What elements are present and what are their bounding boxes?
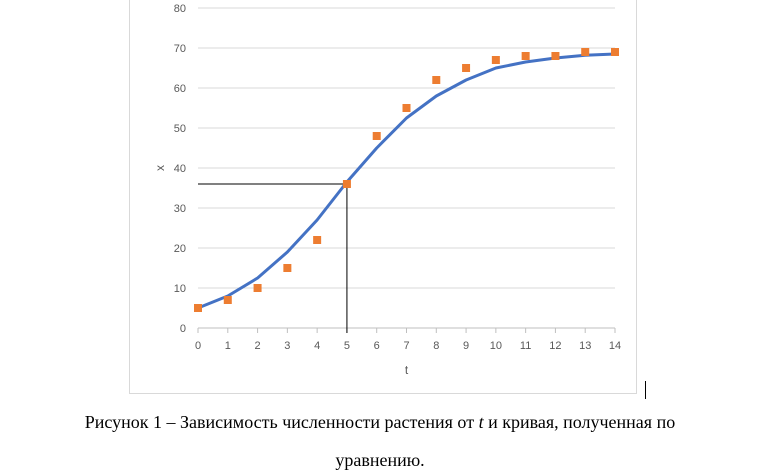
- data-point: [313, 236, 322, 244]
- data-points: [194, 48, 619, 312]
- data-point: [342, 180, 351, 188]
- figure-caption: Рисунок 1 – Зависимость численности раст…: [0, 412, 760, 433]
- y-tick-label: 70: [174, 43, 186, 55]
- x-tick-label: 11: [520, 340, 531, 352]
- gridlines: [197, 7, 616, 333]
- data-point: [194, 304, 202, 312]
- data-point: [551, 52, 560, 60]
- text-cursor: [645, 381, 646, 399]
- x-tick-label: 7: [403, 340, 409, 352]
- data-point: [253, 284, 262, 292]
- chart-area: 0 10 20 30 40 50 60 70 80 0 1 2 3 4 5 6 7 8 9 10 11 12 13 14 t …: [129, 0, 637, 394]
- data-point: [283, 264, 292, 272]
- y-tick-label: 40: [174, 163, 186, 175]
- x-tick-label: 6: [374, 340, 380, 352]
- x-tick-label: 2: [255, 340, 261, 352]
- x-tick-label: 3: [284, 340, 290, 352]
- x-tick-label: 13: [579, 340, 591, 352]
- x-tick-label: 8: [433, 340, 439, 352]
- x-tick-label: 10: [490, 340, 502, 352]
- caption-text-after: и кривая, полученная по: [483, 412, 676, 432]
- data-point: [491, 56, 500, 64]
- y-tick-label: 0: [180, 323, 186, 335]
- y-axis-label: x: [153, 165, 167, 171]
- x-tick-label: 9: [463, 340, 469, 352]
- data-point: [432, 76, 441, 84]
- y-tick-label: 50: [174, 123, 186, 135]
- data-point: [223, 296, 232, 304]
- data-point: [372, 132, 381, 140]
- x-axis-label: t: [405, 363, 409, 377]
- data-point: [462, 64, 471, 72]
- y-tick-label: 10: [174, 283, 186, 295]
- x-tick-label: 0: [195, 340, 201, 352]
- data-point: [521, 52, 530, 60]
- x-tick-label: 4: [314, 340, 320, 352]
- x-tick-label: 1: [225, 340, 231, 352]
- caption-text-before: Рисунок 1 – Зависимость численности раст…: [84, 412, 479, 432]
- x-tick-label: 14: [609, 340, 621, 352]
- y-tick-label: 20: [174, 243, 186, 255]
- data-point: [611, 48, 619, 56]
- y-tick-label: 80: [174, 3, 186, 15]
- curve-line: [196, 52, 617, 310]
- fitted-curve: [196, 52, 617, 310]
- guide-lines: [198, 183, 348, 333]
- y-tick-label: 60: [174, 83, 186, 95]
- caption-variable: t: [478, 412, 484, 432]
- data-point: [581, 48, 590, 56]
- figure-caption-line2: уравнению.: [335, 450, 425, 470]
- data-point: [402, 104, 411, 112]
- x-tick-label: 12: [549, 340, 561, 352]
- x-tick-label: 5: [344, 340, 350, 352]
- y-tick-label: 30: [174, 203, 186, 215]
